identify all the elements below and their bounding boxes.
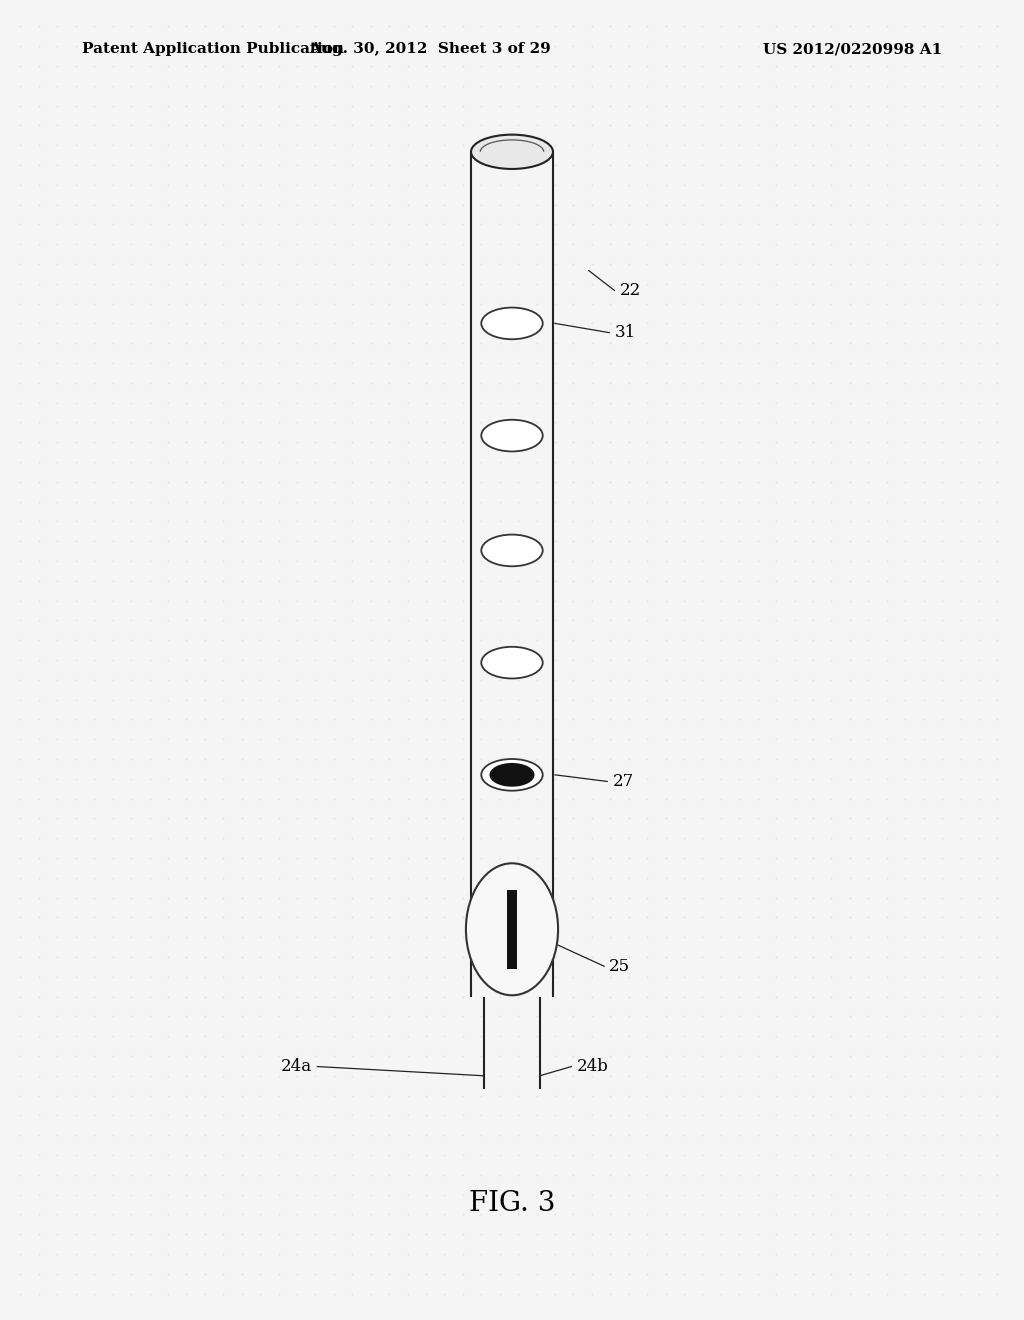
Ellipse shape <box>471 135 553 169</box>
Text: US 2012/0220998 A1: US 2012/0220998 A1 <box>763 42 942 57</box>
Ellipse shape <box>481 535 543 566</box>
Ellipse shape <box>466 863 558 995</box>
Text: 27: 27 <box>612 774 634 789</box>
Ellipse shape <box>489 763 535 787</box>
Ellipse shape <box>481 420 543 451</box>
Ellipse shape <box>481 308 543 339</box>
Bar <box>507 890 517 969</box>
Text: 24a: 24a <box>282 1059 312 1074</box>
Ellipse shape <box>481 647 543 678</box>
Text: Aug. 30, 2012  Sheet 3 of 29: Aug. 30, 2012 Sheet 3 of 29 <box>309 42 551 57</box>
Text: 22: 22 <box>620 282 641 298</box>
Text: 24b: 24b <box>577 1059 608 1074</box>
Text: Patent Application Publication: Patent Application Publication <box>82 42 344 57</box>
Ellipse shape <box>481 759 543 791</box>
Text: 31: 31 <box>614 325 636 341</box>
Text: FIG. 3: FIG. 3 <box>469 1191 555 1217</box>
Text: 25: 25 <box>609 958 631 974</box>
